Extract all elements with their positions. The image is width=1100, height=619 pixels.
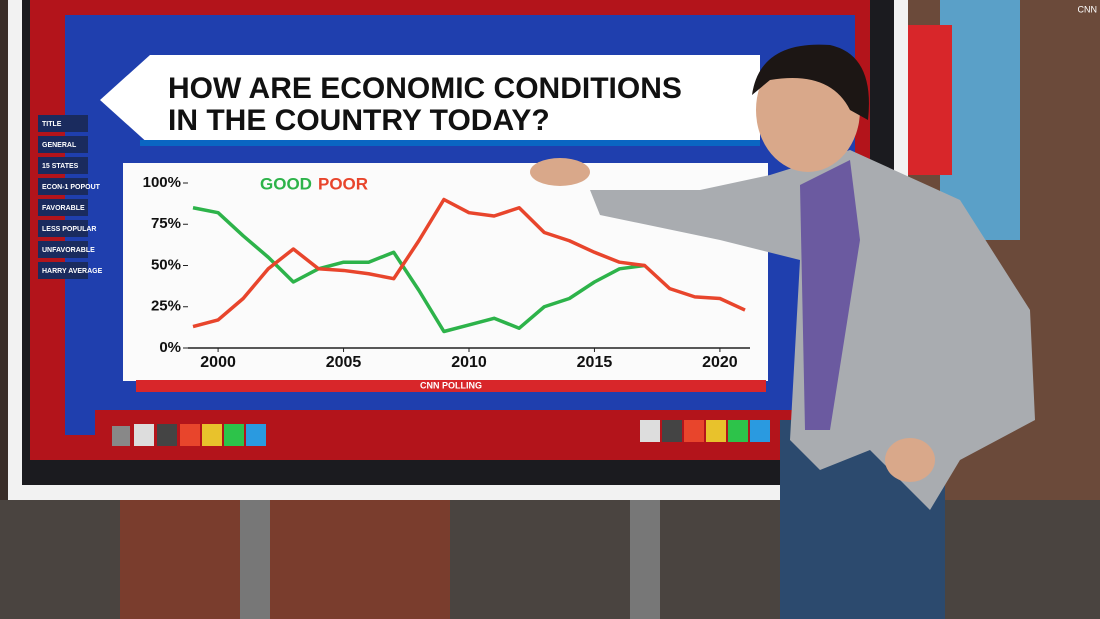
sidebar-item [38,115,88,132]
stand [240,490,270,619]
show-sign [900,25,952,175]
series-line [192,197,746,329]
hand [530,158,590,186]
sidebar-item [38,157,88,174]
sidebar-label: ECON-1 POPOUT [42,184,101,191]
plot: 0% 25% 50% 75% 100% 2000 2005 2010 2015 2020 GOOD P… [143,174,750,371]
y-tick-label: 100% [143,174,181,191]
legend-label: POOR [318,174,368,193]
x-tick-label: 2005 [326,354,362,371]
banner-stripe [140,140,760,146]
swatches [112,420,770,446]
chart-title: IN THE COUNTRY TODAY? [168,104,550,137]
x-tick-label: 2020 [702,354,738,371]
sidebar-item [38,178,88,195]
y-tick-label: 0% [159,339,181,356]
sidebar-item [38,241,88,258]
x-tick-label: 2010 [451,354,487,371]
sidebar-item [38,262,88,279]
presenter [530,44,1035,619]
sidebar-item [38,136,88,153]
sidebar-label: GENERAL [42,142,77,149]
sidebar-label: UNFAVORABLE [42,247,95,254]
y-tick-label: 75% [151,215,181,232]
hand [885,438,935,482]
stand [630,490,660,619]
source-bar [136,380,766,392]
series-line [192,206,645,334]
sidebar-label: TITLE [42,121,62,128]
sidebar: TITLE GENERAL 15 STATES ECON-1 POPOUT FAVORA… [38,115,103,279]
sidebar-label: 15 STATES [42,163,79,170]
sidebar-label: FAVORABLE [42,205,85,212]
chart-title: HOW ARE ECONOMIC CONDITIONS [168,72,682,105]
shirt [800,160,860,430]
title-banner [100,55,760,145]
brick-base [120,500,450,619]
legend-label: GOOD [260,174,312,193]
sidebar-label: HARRY AVERAGE [42,268,103,275]
source: CNN POLLING [420,380,482,390]
y-tick-label: 25% [151,298,181,315]
x-tick-label: 2015 [577,354,613,371]
sidebar-item [38,220,88,237]
y-tick-label: 50% [151,256,181,273]
hair [752,44,869,121]
x-tick-label: 2000 [200,354,236,371]
sidebar-label: LESS POPULAR [42,226,96,233]
network-bug: CNN [1078,4,1098,14]
sidebar-item [38,199,88,216]
